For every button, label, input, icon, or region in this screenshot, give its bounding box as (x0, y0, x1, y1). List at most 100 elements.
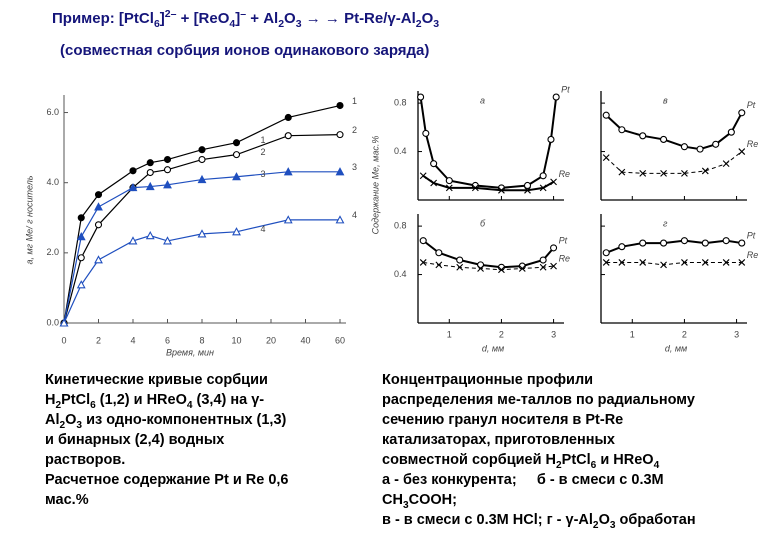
marker (232, 172, 241, 181)
text-run: H (45, 392, 56, 408)
marker (232, 227, 241, 236)
marker (435, 249, 443, 257)
marker (284, 113, 292, 121)
marker (129, 167, 137, 175)
marker (547, 135, 555, 143)
text-run: (1,2) и HReO (95, 392, 187, 408)
panel-label: б (480, 218, 486, 228)
marker (524, 186, 531, 194)
text-run: растворов. (45, 452, 126, 468)
caption-line: Расчетное содержание Pt и Re 0,6 (45, 470, 288, 490)
x-tick-label: 40 (300, 335, 310, 345)
marker (618, 126, 626, 134)
series-line (63, 219, 340, 324)
text-run: 6 (90, 399, 96, 411)
text-run: 6 (590, 459, 597, 471)
profile-line (422, 239, 555, 269)
marker (722, 237, 730, 245)
profile-line (605, 239, 742, 254)
marker (284, 132, 292, 140)
series-label: Pt (561, 84, 570, 94)
marker (738, 148, 746, 155)
text-run: обработан (615, 512, 696, 528)
x-tick-label: 3 (551, 329, 556, 339)
text-run: 3 (76, 419, 83, 431)
series-label: Pt (747, 100, 756, 110)
marker (232, 151, 241, 159)
text-run: ] (159, 10, 165, 27)
charts: 0.0 2.0 4.0 6.0 0 2 4 6 8 10 20 40 60 Время, мин a, мг… (24, 84, 758, 357)
caption-line: Кинетические кривые сорбции (45, 370, 288, 390)
marker (738, 239, 746, 247)
text-run: мас.% (45, 492, 89, 508)
marker (518, 265, 526, 272)
text-run: COOH; (408, 492, 457, 508)
marker (94, 255, 103, 264)
caption-line: а - без конкурента; б - в смеси с 0.3М (382, 470, 696, 490)
text-run: 4 (229, 18, 236, 30)
marker (197, 229, 207, 238)
marker (430, 160, 438, 168)
series-line (63, 134, 341, 324)
marker (477, 265, 484, 272)
x-tick-label: 20 (266, 335, 276, 345)
marker (680, 143, 688, 151)
text-run: O (65, 412, 77, 428)
marker (722, 160, 730, 168)
text-run: 2 (55, 399, 62, 411)
marker (445, 184, 453, 192)
text-run: 2 (556, 459, 562, 471)
marker (539, 263, 547, 271)
caption-line: CH3COOH; (382, 490, 696, 510)
marker (471, 184, 479, 192)
y-tick-label: 4.0 (46, 177, 59, 187)
marker (197, 174, 207, 184)
marker (283, 167, 293, 176)
text-run: 4 (653, 459, 660, 471)
x-tick-label: 6 (165, 335, 170, 345)
marker (435, 261, 443, 269)
marker (680, 237, 688, 245)
text-run: 3 (433, 18, 440, 30)
marker (523, 181, 532, 190)
profile-line (419, 96, 558, 189)
text-run: + Al (246, 10, 279, 27)
marker (232, 139, 241, 147)
marker (128, 236, 138, 245)
profile-line (605, 151, 743, 174)
marker (539, 172, 547, 180)
caption-line: совместной сорбцией H2PtCl6 и HReO4 (382, 450, 696, 470)
series-label: 1 (261, 135, 266, 145)
caption-line: Al2O3 из одно-компонентных (1,3) (45, 410, 288, 430)
x-tick-label: 10 (231, 335, 241, 345)
marker (145, 181, 155, 191)
series-label: Re (559, 253, 571, 263)
slide-subtitle: (совместная сорбция ионов одинакового за… (60, 42, 430, 59)
text-run: Концентрационные профили (382, 372, 594, 388)
left-caption: Кинетические кривые сорбции H2PtCl6 (1,2)… (45, 370, 288, 510)
marker (430, 179, 438, 187)
marker (738, 259, 746, 266)
marker (712, 140, 720, 148)
text-run: PtCl (561, 452, 591, 468)
marker (550, 244, 558, 252)
marker (660, 169, 667, 177)
panel-label: а (480, 95, 485, 105)
marker (618, 168, 626, 176)
series-label: 2 (261, 147, 266, 157)
marker (419, 172, 427, 180)
text-run: O (284, 10, 296, 27)
x-tick-label: 2 (499, 329, 504, 339)
text-run: сечению гранул носителя в Pt-Re (382, 412, 624, 428)
marker (94, 191, 103, 199)
marker (681, 169, 688, 177)
marker (552, 93, 560, 101)
profile-line (606, 261, 742, 266)
text-run: PtCl (61, 392, 91, 408)
text-run: в - в смеси с 0.3М HCl; г - γ-Al (382, 512, 593, 528)
y-tick-label: 0.4 (394, 269, 407, 279)
x-tick-label: 0 (61, 335, 66, 345)
marker (198, 146, 206, 154)
marker (639, 259, 647, 266)
text-run: и HReO (596, 452, 654, 468)
